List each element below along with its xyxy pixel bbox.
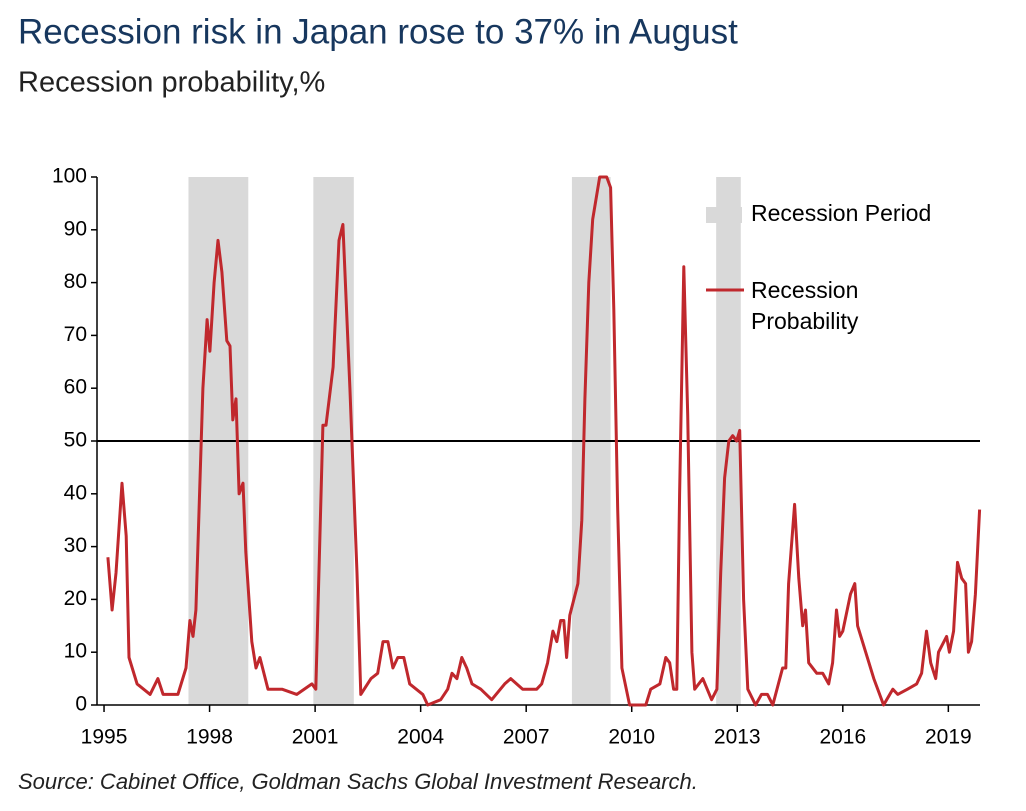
y-tick-label: 20 xyxy=(64,587,87,610)
chart-subtitle: Recession probability,% xyxy=(18,67,325,99)
legend-label: Recession Period xyxy=(751,200,931,226)
y-tick-label: 60 xyxy=(64,376,87,399)
x-tick-label: 1995 xyxy=(81,726,128,749)
y-tick-label: 30 xyxy=(64,534,87,557)
probability-line xyxy=(106,175,982,707)
y-tick-label: 0 xyxy=(75,693,87,716)
chart-title: Recession risk in Japan rose to 37% in A… xyxy=(18,12,738,51)
y-tick-label: 100 xyxy=(52,165,87,188)
x-tick-label: 2019 xyxy=(925,726,972,749)
y-tick-label: 40 xyxy=(64,481,87,504)
legend-label: Recession Probability xyxy=(751,277,859,334)
x-tick-label: 2013 xyxy=(714,726,761,749)
x-tick-label: 2010 xyxy=(608,726,655,749)
y-tick-label: 90 xyxy=(64,217,87,240)
x-tick-label: 2001 xyxy=(292,726,339,749)
source-note: Source: Cabinet Office, Goldman Sachs Gl… xyxy=(18,769,698,794)
legend-swatch-band xyxy=(706,207,742,223)
x-tick-label: 1998 xyxy=(186,726,233,749)
x-tick-label: 2004 xyxy=(397,726,444,749)
y-tick-label: 50 xyxy=(64,429,87,452)
x-tick-label: 2007 xyxy=(503,726,550,749)
x-tick-label: 2016 xyxy=(819,726,866,749)
y-tick-label: 10 xyxy=(64,640,87,663)
y-tick-label: 80 xyxy=(64,270,87,293)
y-tick-label: 70 xyxy=(64,323,87,346)
